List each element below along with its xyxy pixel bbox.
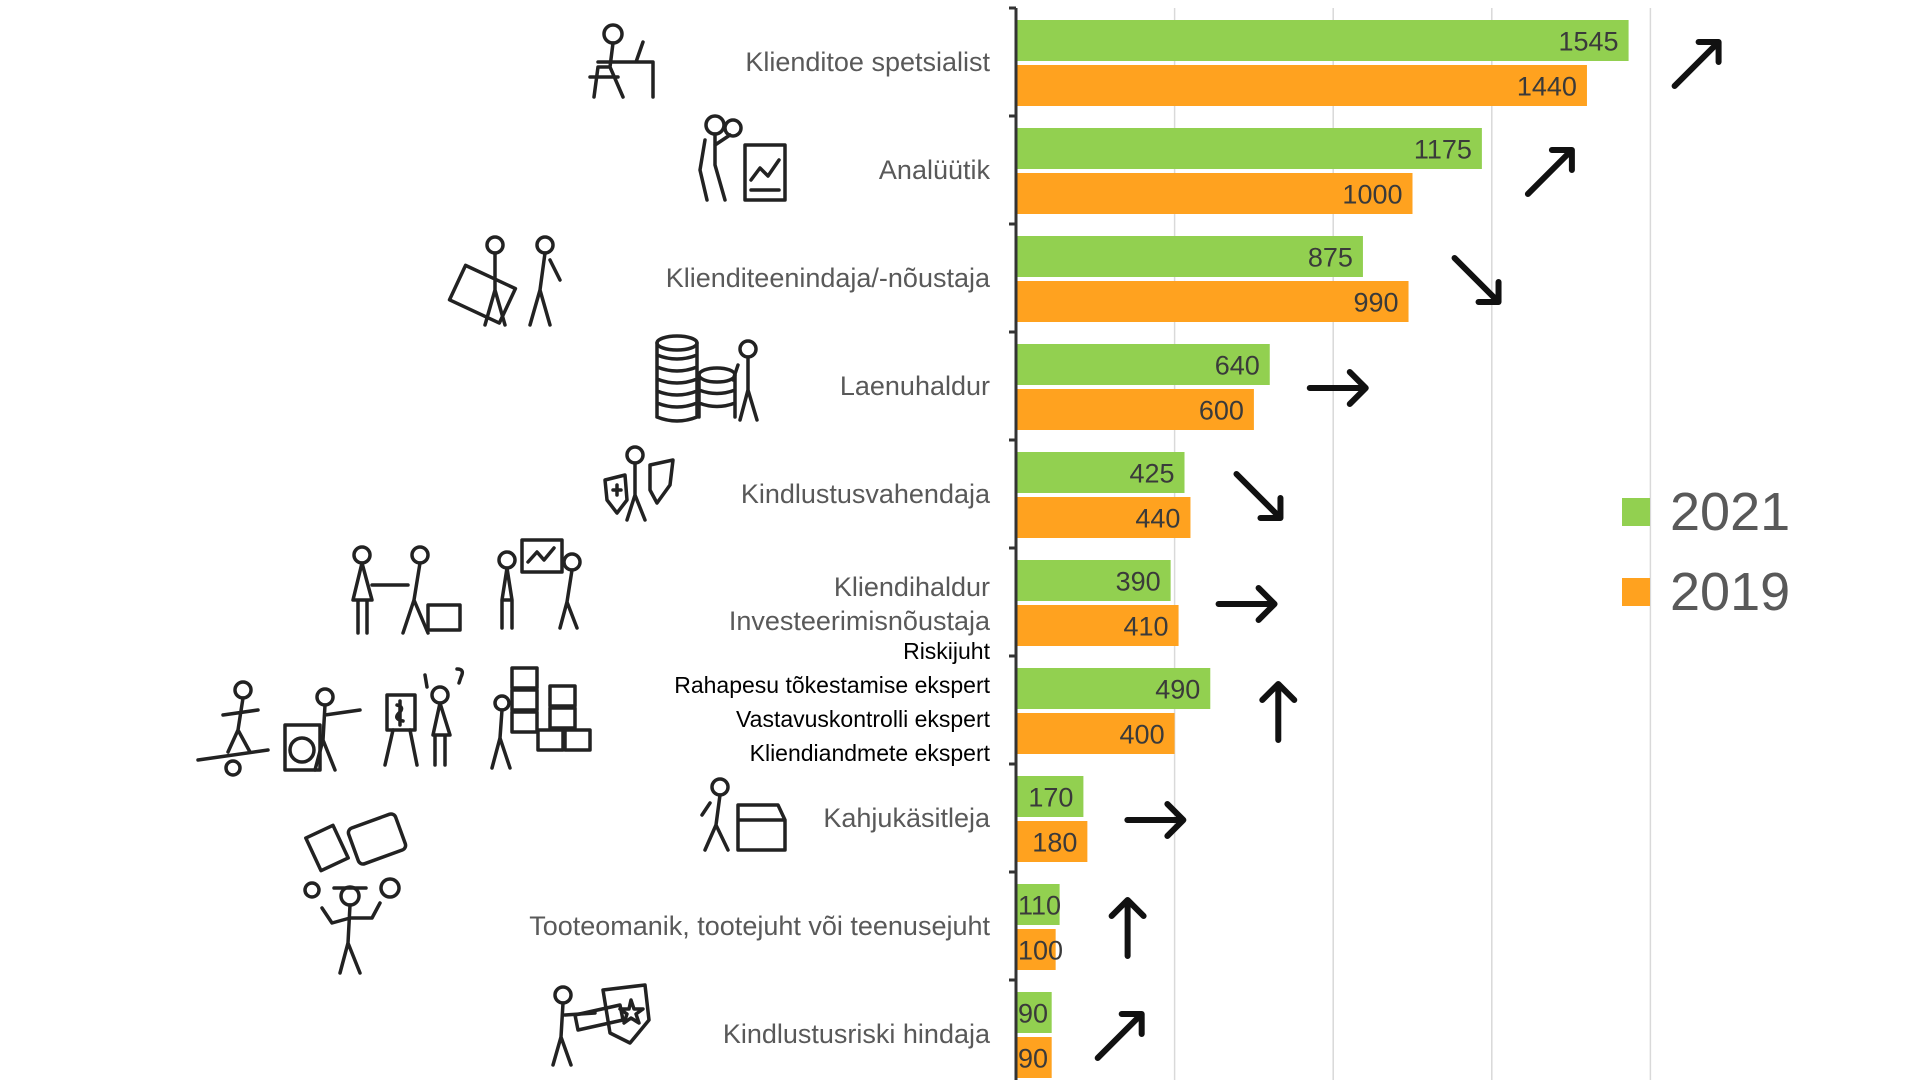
desk-worker-icon <box>588 23 655 99</box>
client-meeting-icon <box>351 545 462 635</box>
bar-2019-8 <box>1016 929 1056 970</box>
analyst-report-icon <box>698 114 787 202</box>
category-label: Kindlustusvahendaja <box>741 479 991 509</box>
bar-2019-3 <box>1016 389 1254 430</box>
category-label: Klienditoe spetsialist <box>745 47 990 77</box>
risk-assessor-icon <box>551 983 651 1067</box>
legend: 2021 2019 <box>1622 482 1790 622</box>
value-label-2021-4: 425 <box>1129 459 1174 489</box>
trend-arrow-up-right <box>1094 1011 1145 1061</box>
bar-2021-7 <box>1016 776 1084 817</box>
category-label-line: Rahapesu tõkestamise ekspert <box>674 672 990 698</box>
value-label-2019-7: 180 <box>1032 828 1077 858</box>
compliance-icon <box>383 667 465 767</box>
value-label-2021-2: 875 <box>1308 243 1353 273</box>
bar-2021-8 <box>1016 884 1060 925</box>
legend-label-2021: 2021 <box>1670 482 1790 542</box>
coins-loan-icon <box>655 334 759 423</box>
customer-card-icon <box>447 235 562 327</box>
bar-2021-3 <box>1016 344 1270 385</box>
category-label: Analüütik <box>879 155 991 185</box>
value-label-2019-5: 410 <box>1124 612 1169 642</box>
legend-swatch-2019 <box>1622 578 1650 606</box>
trend-arrow-down-right <box>1451 255 1502 305</box>
category-label-line: Vastavuskontrolli ekspert <box>736 706 991 732</box>
value-label-2021-8: 110 <box>1018 891 1061 921</box>
bar-2019-4 <box>1016 497 1191 538</box>
value-label-2019-1: 1000 <box>1342 180 1402 210</box>
value-label-2021-6: 490 <box>1155 675 1200 705</box>
bar-2021-4 <box>1016 452 1185 493</box>
value-label-2021-7: 170 <box>1028 783 1073 813</box>
category-label: Kahjukäsitleja <box>823 803 991 833</box>
bar-2021-2 <box>1016 236 1363 277</box>
legend-item-2021: 2021 <box>1622 482 1790 542</box>
bar-2021-0 <box>1016 20 1629 61</box>
category-label: Tooteomanik, tootejuht või teenusejuht <box>529 911 990 941</box>
trend-arrow-up-right <box>1524 147 1575 197</box>
value-label-2019-4: 440 <box>1135 504 1180 534</box>
bar-2019-2 <box>1016 281 1409 322</box>
bar-2019-6 <box>1016 713 1175 754</box>
trend-arrow-down-right <box>1233 471 1284 521</box>
value-label-2019-3: 600 <box>1199 396 1244 426</box>
legend-swatch-2021 <box>1622 498 1650 526</box>
trend-arrow-up-right <box>1671 39 1722 89</box>
bar-2019-7 <box>1016 821 1088 862</box>
bar-2019-0 <box>1016 65 1587 106</box>
bar-2021-6 <box>1016 668 1211 709</box>
category-label-line: Investeerimisnõustaja <box>729 606 991 636</box>
bar-2019-5 <box>1016 605 1179 646</box>
trend-arrows <box>1094 39 1722 1061</box>
insurance-shield-icon <box>603 445 675 522</box>
bar-2019-1 <box>1016 173 1413 214</box>
claims-box-icon <box>700 777 787 852</box>
category-label: Klienditeenindaja/-nõustaja <box>666 263 991 293</box>
bar-2021-5 <box>1016 560 1171 601</box>
category-label-line: Kliendiandmete ekspert <box>750 740 991 766</box>
category-label: Kindlustusriski hindaja <box>723 1019 991 1049</box>
y-axis <box>1009 6 1018 1080</box>
value-label-2019-0: 1440 <box>1517 72 1577 102</box>
trend-arrow-right <box>1306 369 1369 407</box>
trend-arrow-up <box>1108 897 1147 959</box>
trend-arrow-up <box>1259 681 1298 743</box>
category-label-line: Kliendihaldur <box>834 572 990 602</box>
category-label-line: Riskijuht <box>903 638 991 664</box>
legend-item-2019: 2019 <box>1622 562 1790 622</box>
bar-2021-9 <box>1016 992 1052 1033</box>
bars <box>1016 20 1629 1078</box>
value-label-2021-9: 90 <box>1018 999 1048 1029</box>
value-label-2021-5: 390 <box>1116 567 1161 597</box>
investment-board-icon <box>497 538 582 630</box>
value-label-2019-8: 100 <box>1018 936 1063 966</box>
product-juggler-icon <box>303 812 408 975</box>
category-labels: Klienditoe spetsialist Analüütik Kliendite… <box>529 47 991 1049</box>
value-label-2019-2: 990 <box>1353 288 1398 318</box>
value-label-2021-3: 640 <box>1215 351 1260 381</box>
icons <box>196 23 787 1067</box>
trend-arrow-right <box>1124 801 1187 839</box>
value-label-2019-9: 90 <box>1018 1044 1048 1074</box>
value-label-2019-6: 400 <box>1120 720 1165 750</box>
trend-arrow-right <box>1215 585 1278 623</box>
laundering-icon <box>283 687 362 772</box>
value-label-2021-1: 1175 <box>1414 135 1472 165</box>
value-label-2021-0: 1545 <box>1559 27 1619 57</box>
bar-2019-9 <box>1016 1037 1052 1078</box>
legend-label-2019: 2019 <box>1670 562 1790 622</box>
balance-risk-icon <box>196 680 270 777</box>
category-label: Laenuhaldur <box>840 371 990 401</box>
data-boxes-icon <box>490 666 592 770</box>
bar-2021-1 <box>1016 128 1482 169</box>
